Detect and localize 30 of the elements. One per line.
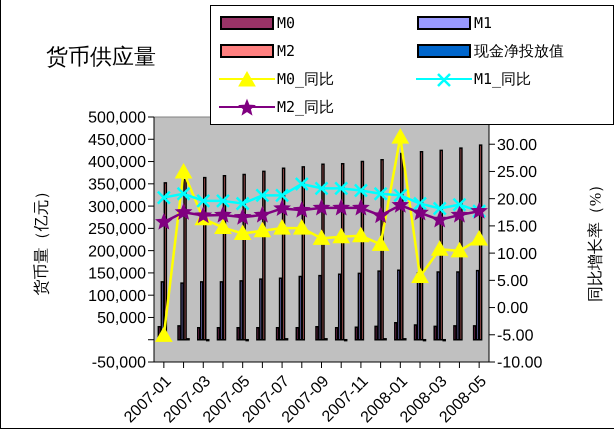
y-tick-label: 150,000 — [88, 266, 146, 283]
chart-title: 货币供应量 — [46, 44, 156, 72]
y-tick-label: 450,000 — [88, 132, 146, 149]
legend-label: M2_同比 — [277, 98, 334, 116]
y2-axis-title: 同比增长率（%） — [586, 176, 605, 302]
y2-tick-label: 5.00 — [497, 273, 528, 290]
y-tick-label: 350,000 — [88, 176, 146, 194]
y-tick-label: 50,000 — [97, 310, 146, 328]
y2-tick-label: 10.00 — [497, 246, 538, 263]
y-tick-label: 250,000 — [88, 221, 146, 238]
y-tick-label: 200,000 — [88, 243, 146, 260]
y-tick-label: -50,000 — [92, 354, 146, 372]
y2-tick-label: -5.00 — [497, 327, 534, 344]
y-axis-title: 货币量（亿元） — [32, 184, 51, 296]
y-tick-label: 100,000 — [88, 288, 146, 305]
y2-tick-label: 0.00 — [497, 300, 528, 318]
y2-tick-label: 30.00 — [497, 136, 538, 154]
y-tick-label: 500,000 — [88, 110, 146, 127]
legend-label: M0 — [277, 14, 296, 32]
y2-tick-label: 20.00 — [497, 191, 538, 208]
legend-label: M1_同比 — [474, 70, 532, 88]
y2-tick-label: -10.00 — [497, 354, 542, 372]
y2-tick-label: 15.00 — [497, 218, 538, 236]
legend-label: M2 — [277, 42, 296, 60]
y-tick-label: 300,000 — [88, 198, 146, 216]
y-tick-label: 400,000 — [88, 154, 146, 172]
legend-label: M1 — [474, 14, 492, 32]
y2-tick-label: 25.00 — [497, 164, 538, 182]
legend-label: 现金净投放值 — [474, 42, 564, 60]
legend-label: M0_同比 — [277, 70, 334, 88]
